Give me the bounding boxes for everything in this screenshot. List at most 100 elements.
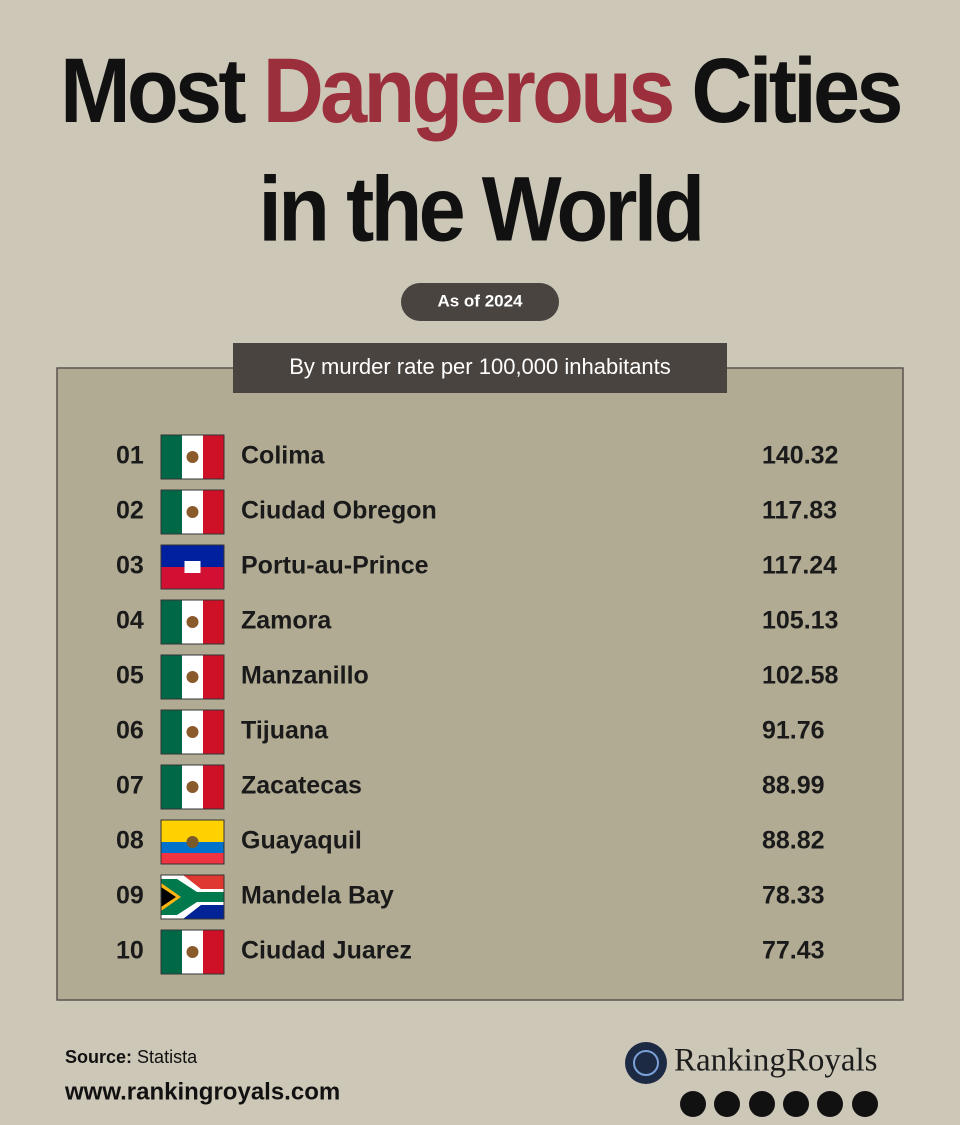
flag-stripe (161, 853, 224, 864)
flag-stripe (161, 567, 224, 589)
title-word: Most (60, 39, 246, 142)
flag-stripe (203, 600, 224, 644)
flag-stripe (161, 930, 182, 974)
social-icon[interactable] (817, 1091, 843, 1117)
rank: 03 (116, 552, 144, 580)
flag (161, 875, 224, 919)
flag-border (160, 929, 225, 975)
flag-border (160, 599, 225, 645)
flag-stripe (161, 490, 182, 534)
flag-stripe (161, 600, 182, 644)
flag-border (160, 434, 225, 480)
murder-rate: 117.83 (762, 497, 837, 525)
brand: RankingRoyals (674, 1043, 878, 1079)
murder-rate: 91.76 (762, 717, 825, 745)
brand-logo-ring (633, 1050, 659, 1076)
flag (161, 490, 224, 534)
city: Zamora (241, 607, 332, 635)
flag (161, 710, 224, 754)
flag-emblem (186, 616, 199, 628)
flag-stripe (161, 435, 182, 479)
flag-stripe (203, 765, 224, 809)
social-icon[interactable] (680, 1091, 706, 1117)
rank: 06 (116, 717, 144, 745)
flag-emblem (186, 506, 199, 518)
flag-emblem (186, 726, 199, 738)
flag-emblem (184, 561, 201, 573)
social-icon[interactable] (783, 1091, 809, 1117)
city: Tijuana (241, 717, 329, 745)
rank: 04 (116, 607, 144, 635)
flag-emblem (186, 671, 199, 683)
flag-stripe (203, 490, 224, 534)
social-icon[interactable] (852, 1091, 878, 1117)
title-word: Cities (691, 39, 900, 142)
table-row: 07 Zacatecas 88.99 (116, 764, 825, 810)
flag-stripe (161, 655, 182, 699)
social-icons (680, 1091, 878, 1117)
table-row: 05 Manzanillo 102.58 (116, 654, 839, 700)
city: Manzanillo (241, 662, 369, 690)
flag (161, 545, 224, 589)
flag-border (160, 709, 225, 755)
flag-stripe (203, 435, 224, 479)
flag-stripe (161, 765, 182, 809)
flag-border (160, 489, 225, 535)
flag (161, 820, 224, 864)
rank: 10 (116, 937, 144, 965)
caption-box (233, 343, 727, 393)
title-line1: Most Dangerous Cities (60, 39, 900, 142)
caption: By murder rate per 100,000 inhabitants (289, 354, 671, 379)
table-row: 10 Ciudad Juarez 77.43 (116, 929, 825, 975)
city: Zacatecas (241, 772, 362, 800)
flag-stripe (161, 820, 224, 842)
badge-text: As of 2024 (437, 291, 523, 310)
rank: 05 (116, 662, 144, 690)
city: Mandela Bay (241, 882, 394, 910)
source-label: Source: (65, 1047, 132, 1067)
table-row: 08 Guayaquil 88.82 (116, 819, 825, 865)
social-icon[interactable] (749, 1091, 775, 1117)
murder-rate: 77.43 (762, 937, 825, 965)
flag-border (160, 544, 225, 590)
city: Colima (241, 442, 325, 470)
flag-emblem (186, 836, 199, 848)
flag (161, 600, 224, 644)
murder-rate: 78.33 (762, 882, 825, 910)
flag-border (160, 874, 225, 920)
table-row: 01 Colima 140.32 (116, 434, 838, 480)
flag (161, 765, 224, 809)
flag-border (160, 819, 225, 865)
flag-border (160, 654, 225, 700)
city: Ciudad Juarez (241, 937, 412, 965)
flag (161, 655, 224, 699)
flag-emblem (186, 451, 199, 463)
city: Guayaquil (241, 827, 362, 855)
social-icon[interactable] (714, 1091, 740, 1117)
flag (161, 435, 224, 479)
brand-logo (625, 1042, 667, 1084)
flag-stripe (203, 930, 224, 974)
source: Source: Statista (65, 1047, 198, 1067)
rank: 09 (116, 882, 144, 910)
rank: 02 (116, 497, 144, 525)
flag-emblem (186, 946, 199, 958)
badge (401, 283, 559, 321)
table-rows: 01 Colima 140.32 02 Ciudad Obregon 117.83 03 Po… (116, 434, 839, 975)
murder-rate: 88.99 (762, 772, 825, 800)
flag (161, 930, 224, 974)
murder-rate: 140.32 (762, 442, 838, 470)
city: Ciudad Obregon (241, 497, 437, 525)
table-row: 09 Mandela Bay 78.33 (116, 874, 825, 920)
source-name: Statista (137, 1047, 198, 1067)
flag-border (160, 764, 225, 810)
website: www.rankingroyals.com (64, 1078, 340, 1105)
table-row: 04 Zamora 105.13 (116, 599, 838, 645)
flag-band (161, 879, 224, 915)
city: Portu-au-Prince (241, 552, 429, 580)
murder-rate: 105.13 (762, 607, 838, 635)
table-row: 03 Portu-au-Prince 117.24 (116, 544, 837, 590)
title-highlight: Dangerous (263, 39, 673, 142)
table-row: 06 Tijuana 91.76 (116, 709, 825, 755)
